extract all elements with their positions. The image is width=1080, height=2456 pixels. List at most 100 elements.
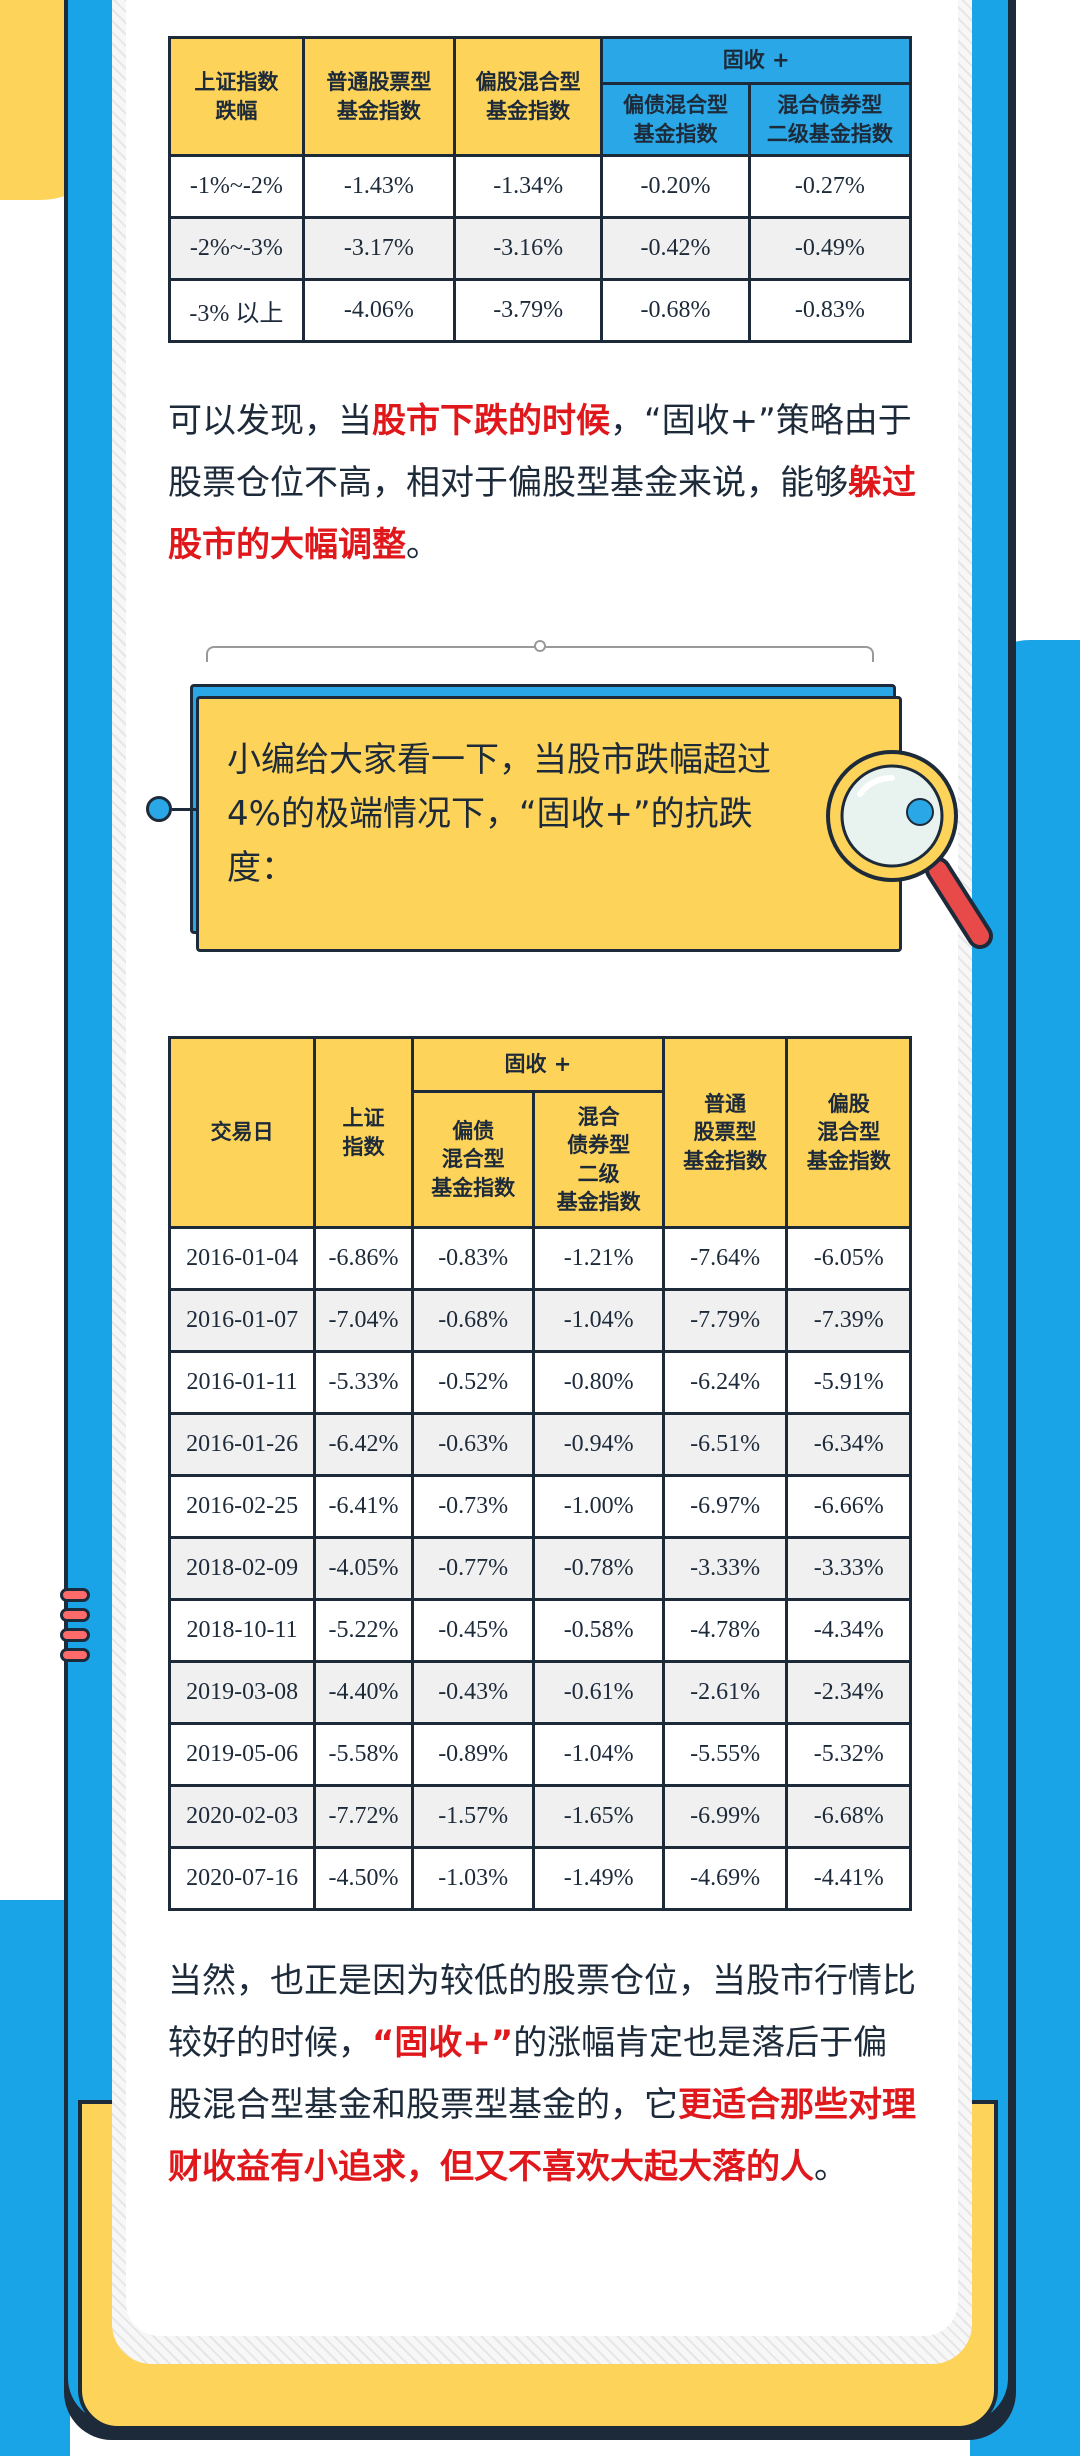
header-equity-mixed: 偏股 混合型 基金指数 bbox=[785, 1036, 912, 1229]
table-cell: -0.83% bbox=[410, 1226, 536, 1291]
table-cell: -0.45% bbox=[410, 1598, 536, 1663]
table-cell: -1%~-2% bbox=[168, 154, 305, 219]
table-cell: 2019-05-06 bbox=[167, 1722, 317, 1787]
table-cell: -0.58% bbox=[532, 1598, 665, 1663]
divider-dot bbox=[534, 640, 546, 652]
table-cell: -0.73% bbox=[410, 1474, 536, 1539]
table-cell: -7.64% bbox=[661, 1226, 789, 1291]
table-cell: -6.42% bbox=[313, 1412, 414, 1477]
table-cell: -6.24% bbox=[661, 1350, 789, 1415]
table-cell: -7.79% bbox=[661, 1288, 789, 1353]
header-group-fixed-income-plus: 固收 + bbox=[410, 1036, 665, 1093]
table-cell: -4.06% bbox=[301, 278, 457, 343]
table-cell: -6.99% bbox=[661, 1784, 789, 1849]
table-cell: -2.61% bbox=[661, 1660, 789, 1725]
table-cell: -0.49% bbox=[747, 216, 913, 281]
table-row: 2019-03-08 -4.40% -0.43% -0.61% -2.61% -2.34% bbox=[167, 1660, 912, 1725]
table-cell: -5.55% bbox=[661, 1722, 789, 1787]
header-bond-level2: 混合 债券型 二级 基金指数 bbox=[532, 1090, 665, 1229]
table-cell: -4.69% bbox=[661, 1846, 789, 1911]
table-cell: 2016-02-25 bbox=[167, 1474, 317, 1539]
table-cell: -6.41% bbox=[313, 1474, 414, 1539]
header-trade-date: 交易日 bbox=[167, 1036, 317, 1229]
table-cell: -3.33% bbox=[661, 1536, 789, 1601]
table-row: 2019-05-06 -5.58% -0.89% -1.04% -5.55% -5.32% bbox=[167, 1722, 912, 1787]
header-sh-index: 上证 指数 bbox=[313, 1036, 414, 1229]
extreme-decline-table: 交易日 上证 指数 固收 + 普通 股票型 基金指数 偏股 混合型 基金指数 偏… bbox=[167, 1036, 912, 1911]
table-row: 2016-01-26 -6.42% -0.63% -0.94% -6.51% -6.34% bbox=[167, 1412, 912, 1477]
table-cell: -5.91% bbox=[785, 1350, 912, 1415]
table-cell: -0.42% bbox=[600, 216, 751, 281]
table-cell: -3% 以上 bbox=[168, 278, 305, 343]
table-row: 2016-01-07 -7.04% -0.68% -1.04% -7.79% -7.39% bbox=[167, 1288, 912, 1353]
callout-box: 小编给大家看一下，当股市跌幅超过4%的极端情况下，“固收+”的抗跌度： bbox=[196, 696, 902, 952]
table-cell: -4.40% bbox=[313, 1660, 414, 1725]
paragraph-conclusion: 当然，也正是因为较低的股票仓位，当股市行情比较好的时候，“固收+”的涨幅肯定也是… bbox=[168, 1961, 916, 2187]
table-row: 2020-02-03 -7.72% -1.57% -1.65% -6.99% -6.68% bbox=[167, 1784, 912, 1849]
table-cell: -7.39% bbox=[785, 1288, 912, 1353]
header-bond-mixed: 偏债混合型 基金指数 bbox=[600, 82, 751, 157]
header-equity-mixed: 偏股混合型 基金指数 bbox=[452, 36, 604, 157]
paragraph-decline-finding: 可以发现，当股市下跌的时候，“固收+”策略由于股票仓位不高，相对于偏股型基金来说… bbox=[168, 401, 916, 565]
table-cell: -0.83% bbox=[747, 278, 913, 343]
table-cell: -1.57% bbox=[410, 1784, 536, 1849]
table-cell: -1.21% bbox=[532, 1226, 665, 1291]
table-cell: 2018-10-11 bbox=[167, 1598, 317, 1663]
table-cell: 2018-02-09 bbox=[167, 1536, 317, 1601]
table-cell: -0.78% bbox=[532, 1536, 665, 1601]
table-cell: -3.17% bbox=[301, 216, 457, 281]
table-row: 2016-01-04 -6.86% -0.83% -1.21% -7.64% -6.05% bbox=[167, 1226, 912, 1291]
table-cell: -1.03% bbox=[410, 1846, 536, 1911]
table-cell: -2%~-3% bbox=[168, 216, 305, 281]
bg-blue-left bbox=[0, 1900, 70, 2456]
table-cell: -0.52% bbox=[410, 1350, 536, 1415]
table-cell: 2019-03-08 bbox=[167, 1660, 317, 1725]
table-cell: -0.68% bbox=[410, 1288, 536, 1353]
table-row: -1%~-2% -1.43% -1.34% -0.20% -0.27% bbox=[168, 154, 913, 219]
table-cell: -6.97% bbox=[661, 1474, 789, 1539]
header-stock-fund: 普通 股票型 基金指数 bbox=[661, 1036, 789, 1229]
callout-connector bbox=[172, 808, 198, 811]
decline-range-table: 上证指数 跌幅 普通股票型 基金指数 偏股混合型 基金指数 固收 + 偏债混合型… bbox=[168, 36, 913, 343]
table-cell: -6.68% bbox=[785, 1784, 912, 1849]
callout-text: 小编给大家看一下，当股市跌幅超过4%的极端情况下，“固收+”的抗跌度： bbox=[227, 740, 771, 888]
table-row: 2018-10-11 -5.22% -0.45% -0.58% -4.78% -4.34% bbox=[167, 1598, 912, 1663]
table-cell: -3.16% bbox=[452, 216, 604, 281]
table-cell: -4.50% bbox=[313, 1846, 414, 1911]
callout-dot bbox=[146, 796, 172, 822]
table-cell: -6.34% bbox=[785, 1412, 912, 1477]
table-cell: -6.86% bbox=[313, 1226, 414, 1291]
table-cell: -1.04% bbox=[532, 1288, 665, 1353]
table-cell: -1.04% bbox=[532, 1722, 665, 1787]
table-cell: -0.43% bbox=[410, 1660, 536, 1725]
table-cell: -4.05% bbox=[313, 1536, 414, 1601]
table-row: 2020-07-16 -4.50% -1.03% -1.49% -4.69% -4.41% bbox=[167, 1846, 912, 1911]
table-cell: -7.04% bbox=[313, 1288, 414, 1353]
magnifier-icon bbox=[826, 750, 993, 949]
table-cell: -5.22% bbox=[313, 1598, 414, 1663]
header-bond-level2: 混合债券型 二级基金指数 bbox=[747, 82, 913, 157]
table-cell: -3.33% bbox=[785, 1536, 912, 1601]
table-cell: -4.34% bbox=[785, 1598, 912, 1663]
table-cell: -0.94% bbox=[532, 1412, 665, 1477]
header-bond-mixed: 偏债 混合型 基金指数 bbox=[410, 1090, 536, 1229]
table-cell: -7.72% bbox=[313, 1784, 414, 1849]
table-cell: -0.80% bbox=[532, 1350, 665, 1415]
table-cell: -6.51% bbox=[661, 1412, 789, 1477]
side-tabs-decoration bbox=[60, 1588, 90, 1668]
table-cell: -0.20% bbox=[600, 154, 751, 219]
table-cell: 2016-01-04 bbox=[167, 1226, 317, 1291]
table-cell: 2020-02-03 bbox=[167, 1784, 317, 1849]
table-cell: -1.34% bbox=[452, 154, 604, 219]
table-cell: 2020-07-16 bbox=[167, 1846, 317, 1911]
table-cell: -0.68% bbox=[600, 278, 751, 343]
table-cell: -0.77% bbox=[410, 1536, 536, 1601]
header-sh-decline: 上证指数 跌幅 bbox=[168, 36, 305, 157]
table-cell: 2016-01-26 bbox=[167, 1412, 317, 1477]
table-cell: -1.65% bbox=[532, 1784, 665, 1849]
table-cell: 2016-01-07 bbox=[167, 1288, 317, 1353]
table-cell: 2016-01-11 bbox=[167, 1350, 317, 1415]
table-row: 2018-02-09 -4.05% -0.77% -0.78% -3.33% -3.33% bbox=[167, 1536, 912, 1601]
table-cell: -1.49% bbox=[532, 1846, 665, 1911]
header-stock-fund: 普通股票型 基金指数 bbox=[301, 36, 457, 157]
